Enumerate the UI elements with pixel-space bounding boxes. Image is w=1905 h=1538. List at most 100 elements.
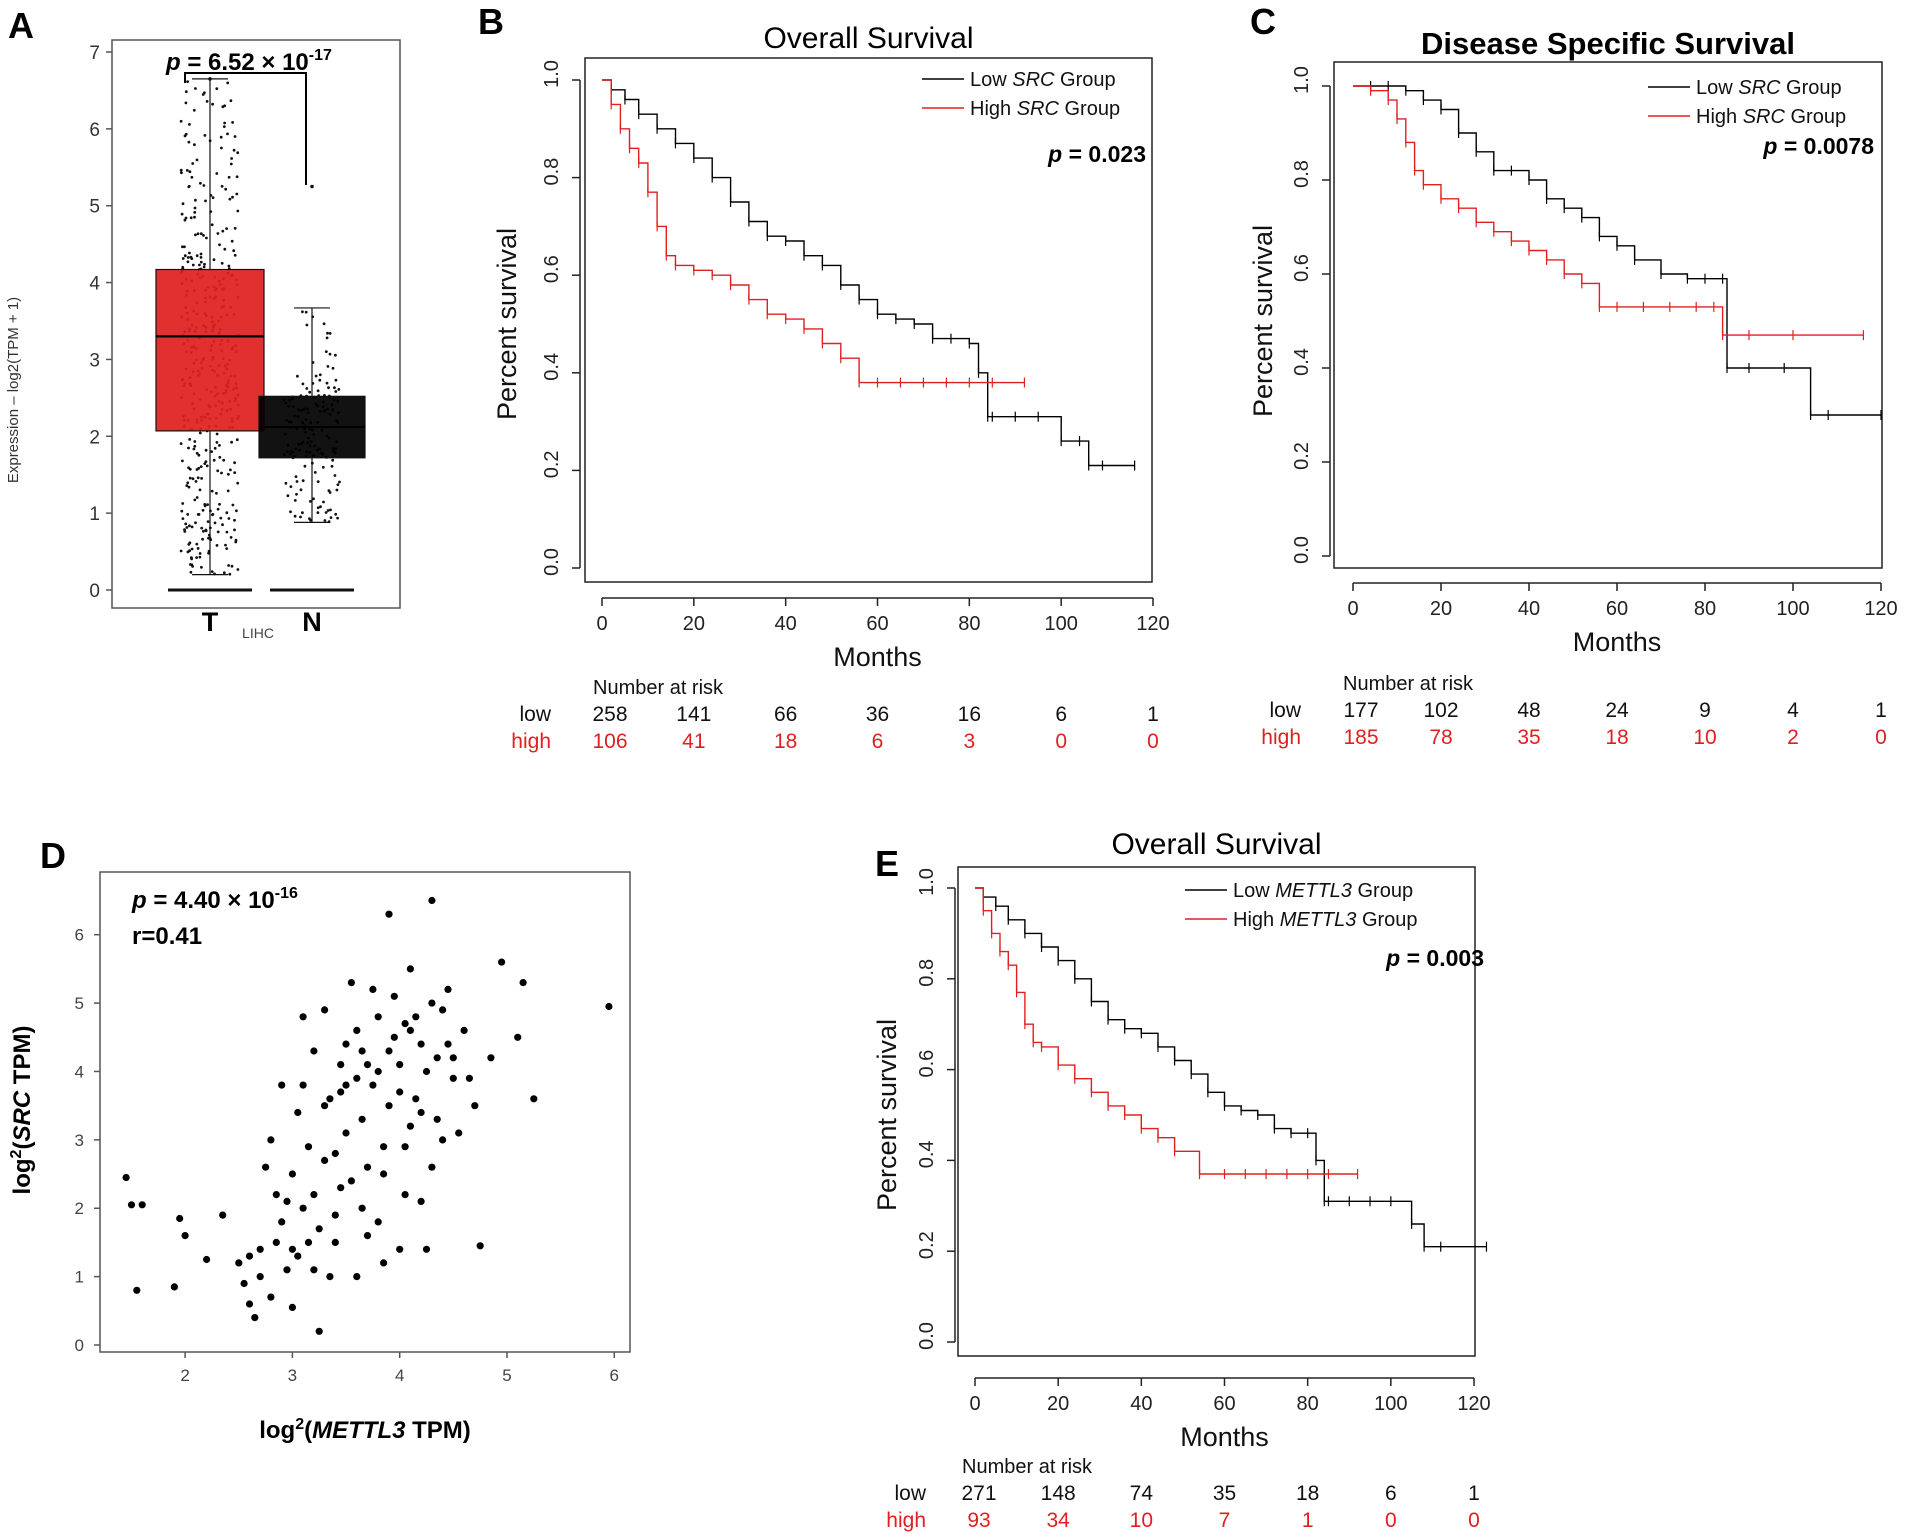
jitter-point: [326, 509, 330, 512]
jitter-point: [218, 455, 222, 459]
jitter-point: [186, 80, 190, 83]
jitter-point: [301, 382, 305, 386]
risk-value-high: 18: [1605, 726, 1628, 749]
jitter-point: [230, 157, 234, 160]
plot-frame-d: [99, 871, 631, 1353]
scatter-point: [321, 1006, 329, 1014]
scatter-point: [299, 1081, 307, 1089]
jitter-point: [334, 512, 338, 516]
jitter-point: [301, 511, 304, 515]
x-tick-label: 80: [958, 613, 980, 635]
jitter-point: [181, 502, 185, 505]
pvalue-text: p = 0.0078: [1762, 133, 1874, 159]
jitter-point: [226, 489, 230, 493]
jitter-point: [195, 542, 199, 546]
jitter-point: [227, 517, 231, 520]
jitter-point: [187, 185, 191, 189]
jitter-point: [216, 232, 220, 235]
jitter-point: [286, 494, 290, 498]
jitter-point: [321, 465, 325, 469]
jitter-point: [218, 243, 221, 247]
jitter-point: [213, 446, 217, 450]
risk-value-high: 0: [1147, 730, 1159, 753]
scatter-point: [406, 965, 414, 973]
x-tick-label: 20: [1430, 598, 1452, 620]
jitter-point: [191, 565, 195, 568]
scatter-point: [240, 1279, 248, 1288]
jitter-point: [216, 530, 220, 534]
jitter-point: [206, 520, 210, 523]
plot-frame: [1333, 61, 1883, 569]
jitter-point: [203, 462, 207, 465]
jitter-point: [213, 521, 217, 525]
jitter-point: [215, 432, 219, 436]
jitter-point: [337, 388, 341, 391]
box-T: [155, 268, 265, 432]
jitter-point: [223, 104, 227, 108]
jitter-point: [303, 464, 307, 468]
jitter-point: [191, 477, 195, 481]
x-tick-label: 20: [1047, 1393, 1069, 1415]
scatter-point: [363, 1061, 372, 1069]
risk-row-label-low: low: [894, 1482, 926, 1505]
jitter-point: [227, 564, 231, 567]
y-tick-label: 0.6: [1291, 254, 1313, 282]
risk-value-low: 9: [1699, 699, 1711, 722]
y-tick-label-d: 4: [75, 1062, 84, 1081]
x-tick-label: 40: [1518, 598, 1540, 620]
jitter-point: [201, 537, 205, 541]
jitter-point: [216, 469, 220, 473]
scatter-point: [337, 1184, 345, 1192]
risk-value-low: 48: [1517, 699, 1540, 722]
scatter-point: [401, 1020, 409, 1028]
x-tick-label: 0: [1347, 598, 1358, 620]
x-axis-label: Months: [833, 642, 922, 672]
jitter-point: [197, 453, 201, 457]
risk-row-label-low: low: [519, 703, 551, 726]
x-tick-label: 60: [1606, 598, 1628, 620]
x-tick-label-d: 4: [395, 1366, 404, 1385]
scatter-point: [288, 1170, 296, 1178]
jitter-point: [230, 564, 234, 568]
scatter-point: [272, 1191, 280, 1199]
jitter-point: [192, 447, 196, 451]
jitter-point: [210, 489, 214, 493]
scatter-point: [374, 1067, 382, 1076]
jitter-point: [232, 249, 236, 253]
jitter-point: [231, 195, 234, 199]
scatter-point: [342, 1129, 350, 1137]
risk-value-high: 1: [1302, 1509, 1314, 1532]
scatter-point: [245, 1252, 254, 1260]
risk-row-label-low: low: [1269, 699, 1301, 722]
scatter-point: [374, 1218, 382, 1226]
jitter-point: [236, 481, 240, 485]
jitter-point: [316, 511, 320, 514]
jitter-point: [180, 212, 184, 216]
jitter-point: [199, 252, 203, 256]
risk-value-high: 0: [1385, 1509, 1397, 1532]
category-tick-t: T: [202, 607, 219, 637]
jitter-point: [183, 245, 186, 249]
scatter-point: [304, 1143, 313, 1151]
scatter-point: [251, 1314, 259, 1322]
scatter-point: [390, 1033, 398, 1041]
scatter-point: [304, 1238, 313, 1246]
jitter-point: [212, 258, 216, 262]
jitter-point: [223, 121, 227, 125]
jitter-point: [193, 498, 197, 502]
jitter-point: [222, 458, 226, 462]
scatter-point: [471, 1102, 479, 1110]
jitter-point: [314, 374, 318, 378]
scatter-point: [439, 1136, 447, 1144]
pvalue-a: p = 6.52 × 10-17: [165, 47, 332, 76]
scatter-point: [406, 1026, 414, 1034]
scatter-point: [412, 1013, 420, 1021]
jitter-point: [195, 496, 199, 499]
jitter-point: [189, 570, 193, 574]
jitter-point: [179, 549, 183, 553]
scatter-point: [380, 1143, 388, 1151]
risk-value-high: 35: [1517, 726, 1540, 749]
y-tick-label-a: 2: [89, 427, 100, 448]
